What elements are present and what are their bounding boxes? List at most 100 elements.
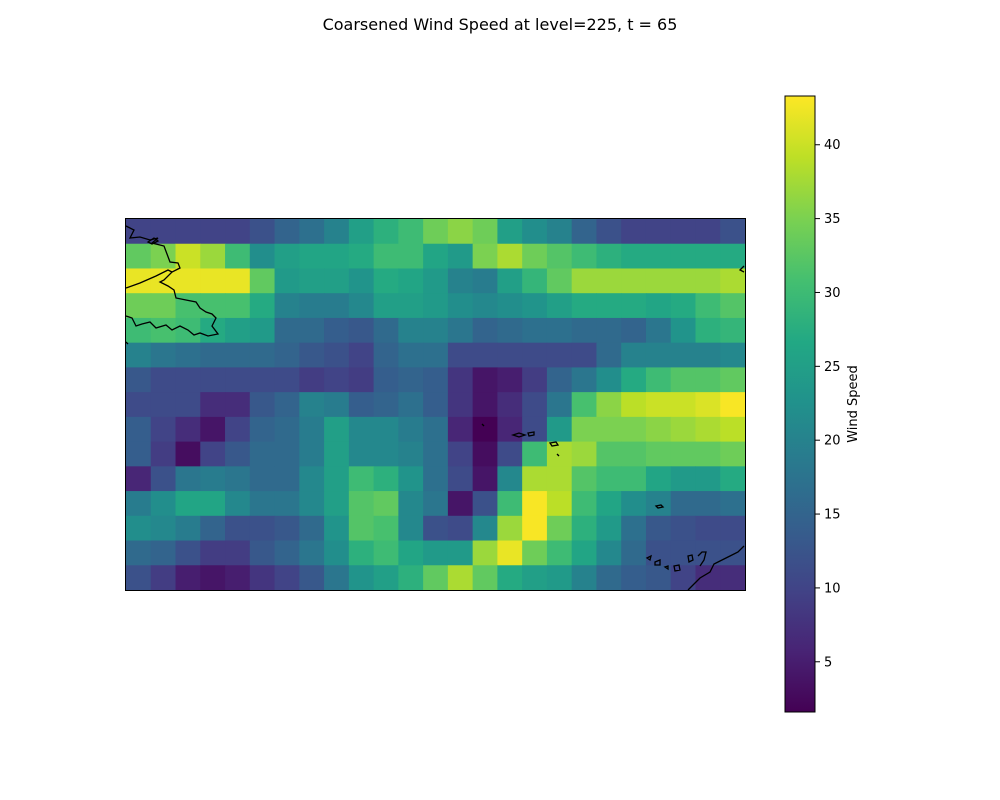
heatmap-cell: [373, 392, 399, 418]
heatmap-cell: [472, 441, 498, 467]
heatmap-cell: [423, 367, 449, 393]
heatmap-cell: [621, 268, 647, 294]
heatmap-cell: [225, 342, 251, 368]
heatmap-cell: [299, 441, 325, 467]
heatmap-cell: [249, 466, 276, 492]
heatmap-cell: [274, 268, 300, 294]
heatmap-cell: [596, 219, 622, 245]
heatmap-cell: [299, 565, 325, 591]
heatmap-cell: [249, 367, 276, 393]
heatmap-cell: [596, 367, 622, 393]
heatmap-cell: [522, 342, 548, 368]
heatmap-cell: [522, 367, 548, 393]
heatmap-cell: [398, 219, 424, 245]
heatmap-cell: [670, 491, 696, 517]
heatmap-cell: [324, 540, 350, 566]
heatmap-cell: [225, 367, 251, 393]
heatmap-cell: [274, 540, 300, 566]
heatmap-cell: [497, 441, 523, 467]
heatmap-cell: [522, 565, 548, 591]
heatmap-cell: [249, 441, 276, 467]
heatmap-cell: [126, 565, 152, 591]
heatmap-cell: [472, 243, 498, 269]
heatmap-cell: [596, 293, 622, 319]
heatmap-cell: [398, 491, 424, 517]
heatmap-cell: [596, 466, 622, 492]
heatmap-cell: [447, 466, 474, 492]
heatmap-cell: [200, 540, 226, 566]
heatmap-cell: [571, 342, 597, 368]
heatmap-cell: [695, 441, 721, 467]
heatmap-cell: [447, 317, 474, 344]
heatmap-cell: [596, 342, 622, 368]
heatmap-cell: [299, 515, 325, 542]
heatmap-cell: [324, 565, 350, 591]
heatmap-cell: [695, 293, 721, 319]
heatmap-cell: [522, 416, 548, 443]
heatmap-cell: [249, 540, 276, 566]
heatmap-cell: [299, 268, 325, 294]
heatmap-cell: [423, 540, 449, 566]
heatmap-cell: [546, 293, 573, 319]
heatmap-cell: [274, 491, 300, 517]
heatmap-cell: [126, 268, 152, 294]
heatmap-cell: [299, 243, 325, 269]
heatmap-cell: [348, 293, 375, 319]
heatmap-cell: [348, 219, 375, 245]
heatmap-cell: [274, 243, 300, 269]
heatmap-cell: [497, 540, 523, 566]
colorbar-tick-label: 10: [824, 581, 841, 596]
coastline-right-edge: [738, 265, 745, 273]
heatmap-cell: [497, 392, 523, 418]
heatmap-cell: [720, 367, 746, 393]
coastline-africa: [687, 545, 745, 591]
heatmap-cell: [274, 317, 300, 344]
heatmap-cell: [447, 392, 474, 418]
colorbar-gradient: [784, 95, 816, 713]
heatmap-cell: [571, 268, 597, 294]
heatmap-cell: [546, 392, 573, 418]
heatmap-cell: [225, 392, 251, 418]
heatmap-cell: [274, 416, 300, 443]
heatmap-cell: [447, 441, 474, 467]
heatmap-cell: [348, 515, 375, 542]
heatmap-cell: [200, 243, 226, 269]
colorbar-tick-label: 40: [824, 138, 841, 153]
heatmap-cell: [670, 342, 696, 368]
heatmap-cell: [373, 540, 399, 566]
heatmap-cell: [423, 416, 449, 443]
heatmap-cell: [225, 565, 251, 591]
heatmap-cell: [299, 491, 325, 517]
heatmap-cell: [373, 293, 399, 319]
heatmap-cell: [175, 466, 201, 492]
heatmap-cell: [720, 416, 746, 443]
heatmap-cell: [373, 243, 399, 269]
heatmap-cell: [299, 466, 325, 492]
heatmap-cell: [645, 219, 672, 245]
heatmap-cell: [249, 392, 276, 418]
heatmap-cell: [472, 540, 498, 566]
heatmap-cell: [373, 491, 399, 517]
heatmap-cell: [150, 293, 177, 319]
heatmap-cell: [299, 392, 325, 418]
heatmap-cell: [546, 515, 573, 542]
heatmap-cell: [150, 243, 177, 269]
heatmap-cell: [423, 466, 449, 492]
heatmap-cell: [126, 367, 152, 393]
heatmap-cell: [571, 466, 597, 492]
heatmap-cell: [447, 293, 474, 319]
heatmap-cell: [720, 515, 746, 542]
heatmap-cell: [645, 367, 672, 393]
heatmap-cell: [150, 565, 177, 591]
heatmap-cell: [225, 466, 251, 492]
heatmap-cell: [249, 416, 276, 443]
heatmap-cell: [695, 540, 721, 566]
heatmap-cell: [225, 243, 251, 269]
heatmap-cell: [348, 268, 375, 294]
heatmap-cell: [720, 441, 746, 467]
heatmap-cell: [150, 515, 177, 542]
heatmap-cell: [373, 416, 399, 443]
heatmap-cell: [225, 416, 251, 443]
heatmap-cell: [447, 565, 474, 591]
heatmap-cell: [670, 466, 696, 492]
